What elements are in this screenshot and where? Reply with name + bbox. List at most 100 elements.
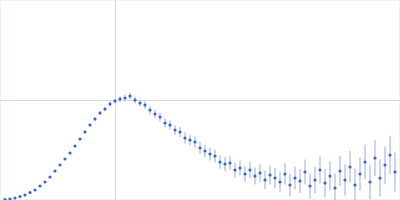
error-bar (214, 149, 216, 162)
data-point (3, 198, 6, 200)
error-bar (349, 151, 351, 183)
error-bar (4, 198, 6, 200)
error-bar (269, 165, 271, 184)
grid-line-y (0, 100, 400, 101)
data-point (213, 154, 216, 157)
error-bar (174, 125, 176, 135)
data-point (208, 152, 211, 155)
data-point (343, 178, 346, 181)
error-bar (89, 123, 91, 126)
data-point (318, 168, 321, 171)
data-point (238, 166, 241, 169)
data-point (118, 97, 121, 100)
data-point (143, 103, 146, 106)
error-bar (199, 142, 201, 154)
error-bar (84, 131, 86, 134)
error-bar (384, 146, 386, 184)
error-bar (259, 164, 261, 182)
data-point (188, 138, 191, 141)
error-bar (24, 194, 26, 196)
data-point (263, 178, 266, 181)
error-bar (134, 97, 136, 104)
data-point (58, 163, 61, 166)
data-point (18, 195, 21, 198)
error-bar (244, 166, 246, 182)
error-bar (344, 164, 346, 195)
error-bar (189, 134, 191, 145)
error-bar (294, 166, 296, 189)
data-point (53, 169, 56, 172)
data-point (103, 107, 106, 110)
data-point (273, 176, 276, 179)
data-point (308, 184, 311, 187)
data-point (63, 157, 66, 160)
error-bar (369, 164, 371, 199)
error-bar (339, 156, 341, 186)
error-bar (394, 152, 396, 191)
error-bar (304, 160, 306, 185)
data-point (113, 99, 116, 102)
data-point (48, 175, 51, 178)
data-point (363, 160, 366, 163)
data-point (253, 174, 256, 177)
error-bar (54, 170, 56, 172)
error-bar (299, 169, 301, 193)
data-point (303, 170, 306, 173)
error-bar (124, 95, 126, 101)
error-bar (164, 118, 166, 127)
data-point (183, 136, 186, 139)
error-bar (14, 197, 16, 199)
data-point (293, 176, 296, 179)
error-bar (284, 163, 286, 185)
data-point (163, 121, 166, 124)
data-point (153, 112, 156, 115)
data-point (158, 115, 161, 118)
error-bar (219, 155, 221, 169)
data-point (23, 193, 26, 196)
error-bar (309, 173, 311, 199)
data-point (288, 183, 291, 186)
data-point (338, 169, 341, 172)
data-point (393, 170, 396, 173)
data-point (328, 174, 331, 177)
data-point (173, 128, 176, 131)
error-bar (59, 164, 61, 166)
data-point (38, 184, 41, 187)
data-point (378, 176, 381, 179)
error-bar (374, 140, 376, 176)
data-point (168, 123, 171, 126)
data-group (3, 93, 396, 200)
data-point (323, 181, 326, 184)
error-bar (109, 102, 111, 107)
data-point (148, 108, 151, 111)
error-bar (139, 99, 141, 106)
error-bar (114, 98, 116, 103)
data-point (333, 186, 336, 189)
error-bar (149, 106, 151, 114)
error-bar (249, 162, 251, 178)
error-bar (99, 111, 101, 115)
error-bar (129, 93, 131, 99)
data-point (33, 188, 36, 191)
error-bar (359, 157, 361, 191)
error-bar (239, 160, 241, 175)
error-bar (324, 169, 326, 197)
error-bar (209, 148, 211, 161)
data-point (68, 151, 71, 154)
plot-frame (1, 1, 400, 200)
error-bar (94, 117, 96, 121)
error-bar (179, 127, 181, 137)
error-bar (79, 138, 81, 141)
data-point (348, 165, 351, 168)
error-bar (224, 157, 226, 171)
error-bar (49, 176, 51, 177)
error-bar (279, 172, 281, 193)
error-bar (229, 156, 231, 170)
data-point (353, 183, 356, 186)
data-point (88, 123, 91, 126)
data-point (248, 168, 251, 171)
data-point (223, 162, 226, 165)
data-point (368, 180, 371, 183)
error-bar (354, 169, 356, 200)
data-point (278, 180, 281, 183)
